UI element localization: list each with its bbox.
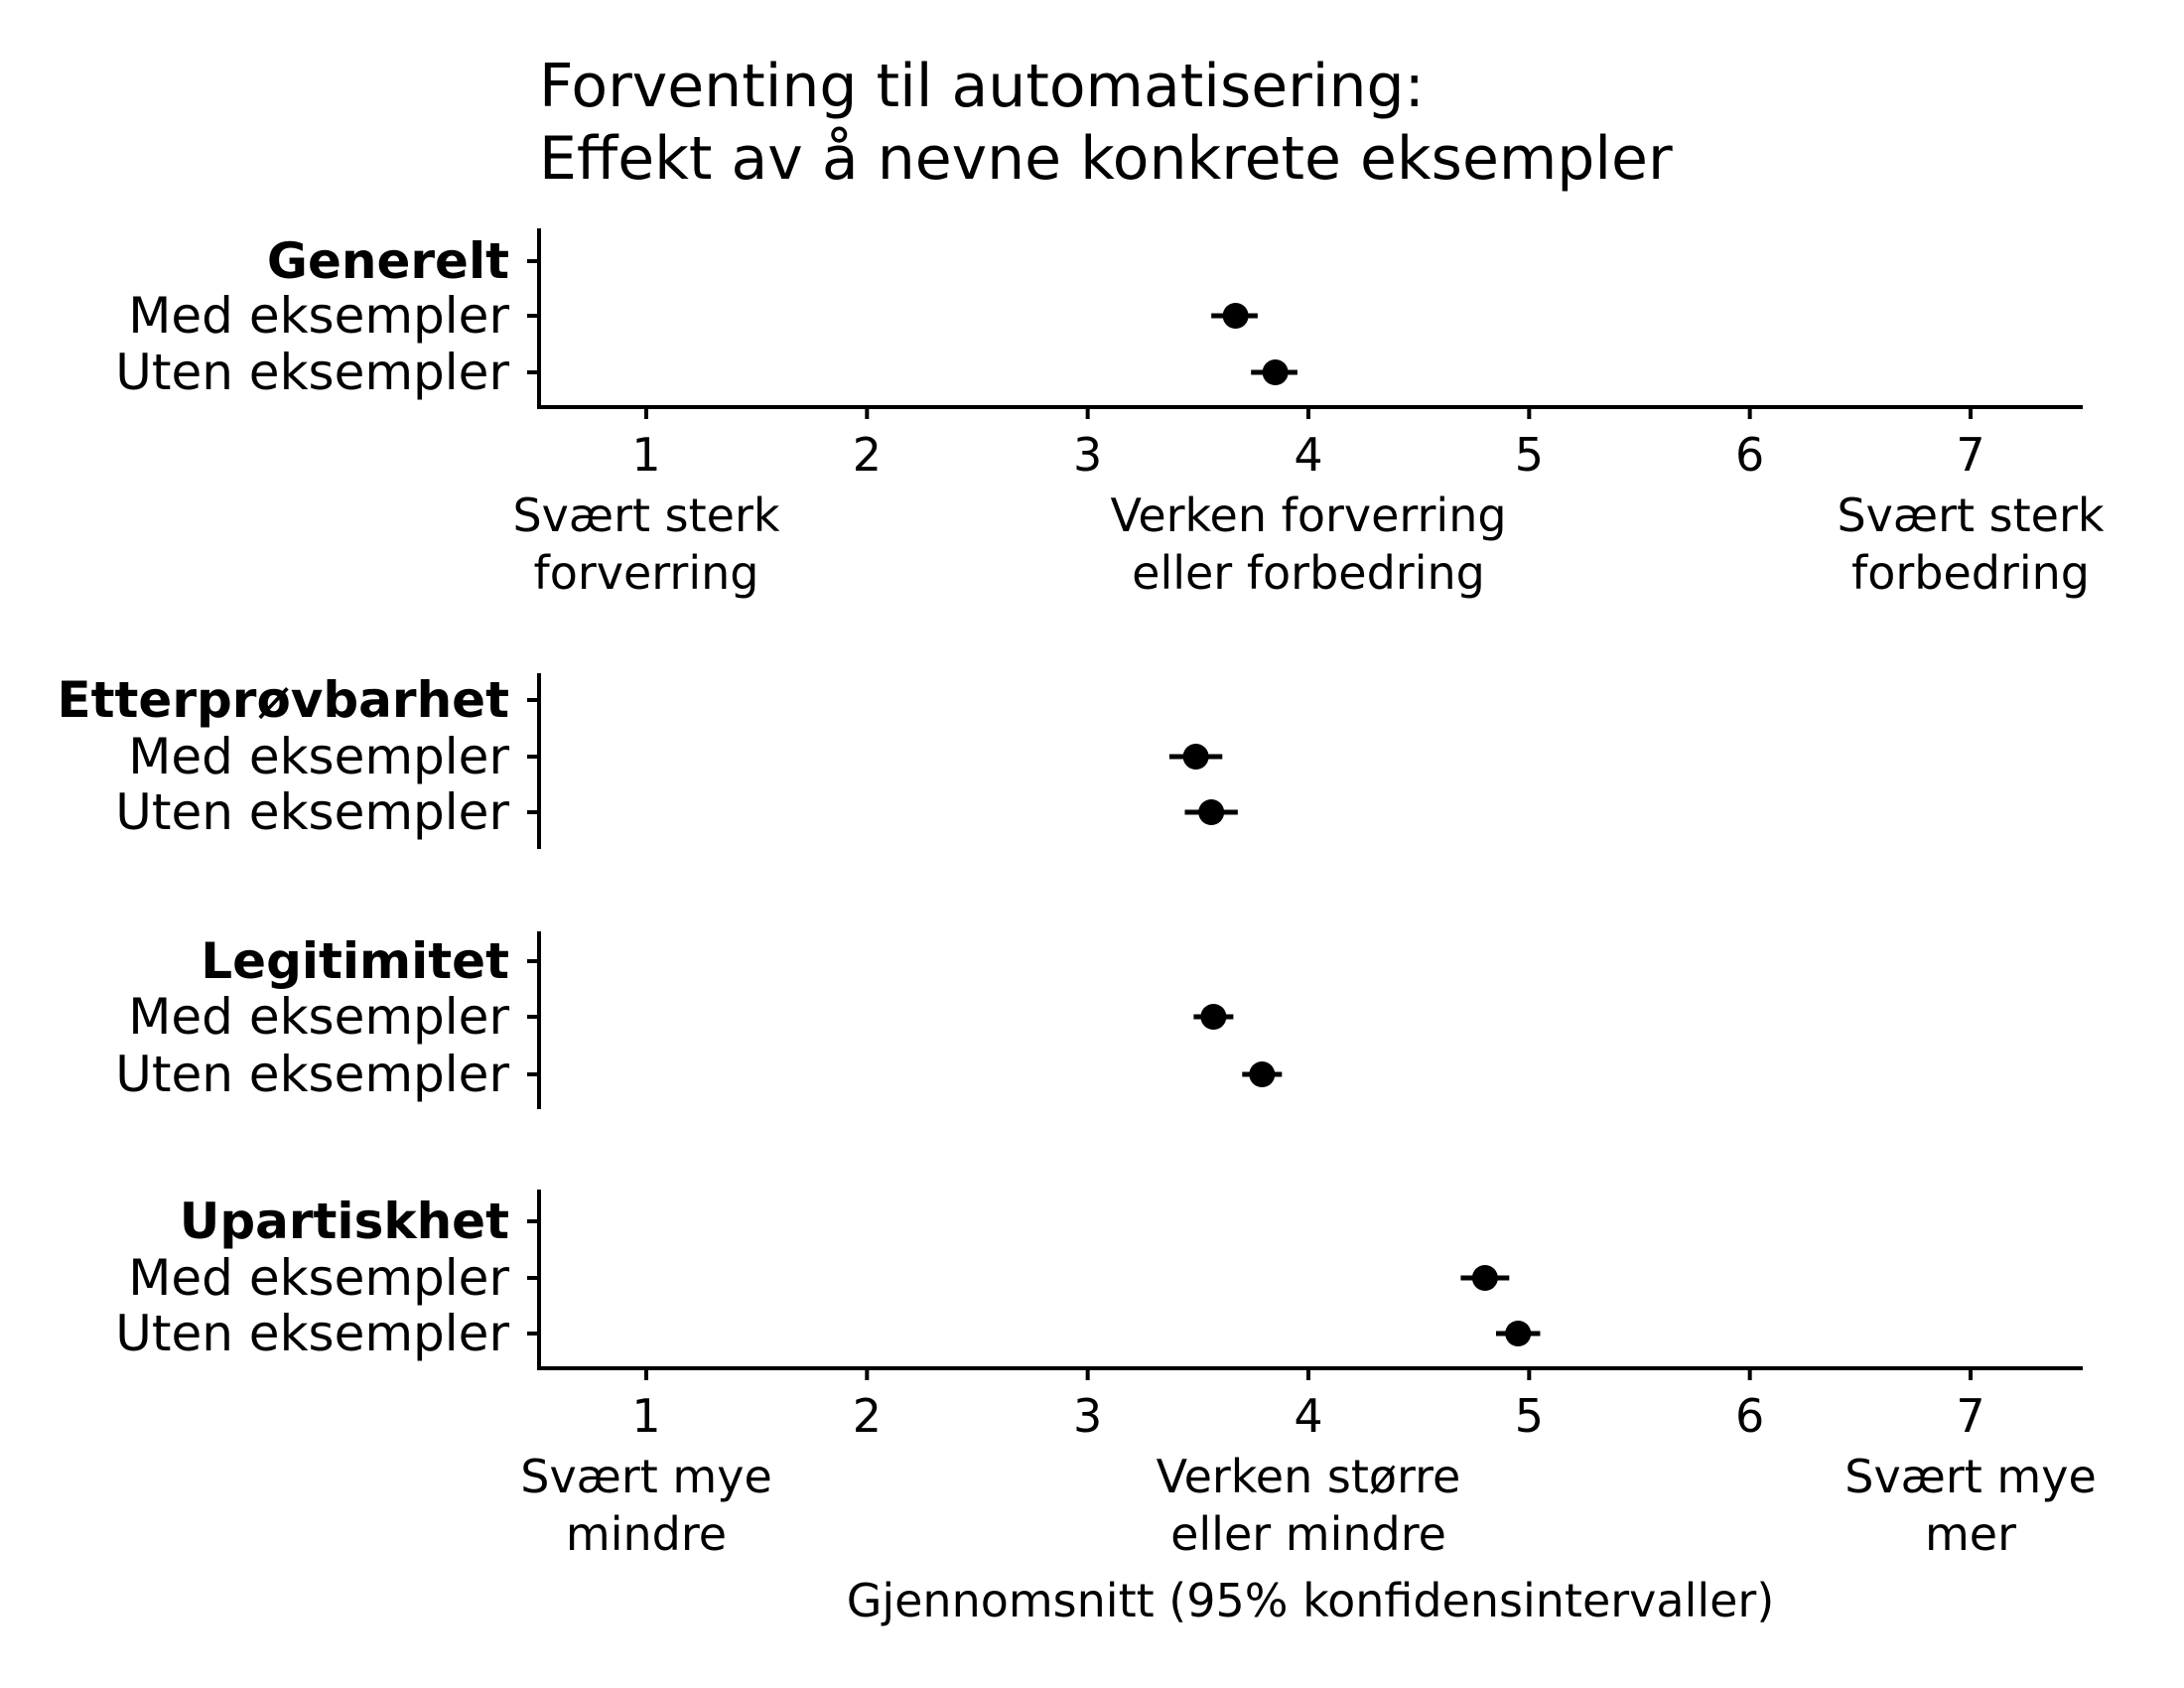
y-tick-label: Med eksempler <box>128 988 509 1046</box>
x-anchor-label: mindre <box>566 1507 727 1561</box>
x-anchor-label: eller mindre <box>1170 1507 1446 1561</box>
x-tick-label: 1 <box>631 428 660 482</box>
y-tick-label: Uten eksempler <box>115 1305 509 1362</box>
x-anchor-label: eller forbedring <box>1132 546 1485 600</box>
mean-point <box>1222 303 1249 329</box>
x-tick-label: 3 <box>1073 1389 1102 1443</box>
mean-point <box>1471 1265 1498 1291</box>
x-tick-label: 5 <box>1515 1389 1544 1443</box>
x-tick-label: 7 <box>1956 428 1984 482</box>
panel-heading: Etterprøvbarhet <box>57 671 509 729</box>
chart-title-line-2: Effekt av å nevne konkrete eksempler <box>539 124 1673 194</box>
chart-title-line-1: Forventing til automatisering: <box>539 52 1425 121</box>
x-anchor-label: Svært mye <box>1844 1450 2097 1503</box>
x-tick-label: 7 <box>1956 1389 1984 1443</box>
x-tick-label: 2 <box>853 428 882 482</box>
y-tick-label: Uten eksempler <box>115 344 509 401</box>
x-anchor-label: Verken forverring <box>1110 489 1506 542</box>
mean-point <box>1182 744 1209 770</box>
panel-heading: Generelt <box>267 232 509 290</box>
x-anchor-label: Svært sterk <box>512 489 779 542</box>
x-anchor-label: forbedring <box>1851 546 2090 600</box>
y-tick-label: Med eksempler <box>128 287 509 345</box>
x-tick-label: 1 <box>631 1389 660 1443</box>
x-anchor-label: Svært mye <box>520 1450 772 1503</box>
x-axis-title: Gjennomsnitt (95% konfidensintervaller) <box>847 1574 1775 1627</box>
mean-point <box>1505 1321 1532 1346</box>
x-anchor-label: Verken større <box>1157 1450 1461 1503</box>
x-tick-label: 4 <box>1294 1389 1322 1443</box>
x-tick-label: 4 <box>1294 428 1322 482</box>
x-tick-label: 6 <box>1735 1389 1764 1443</box>
x-tick-label: 2 <box>853 1389 882 1443</box>
panel-heading: Legitimitet <box>201 932 509 990</box>
y-tick-label: Uten eksempler <box>115 1046 509 1103</box>
mean-point <box>1198 799 1225 825</box>
mean-point <box>1249 1061 1276 1087</box>
x-tick-label: 3 <box>1073 428 1102 482</box>
panel-heading: Upartiskhet <box>180 1193 509 1250</box>
y-tick-label: Med eksempler <box>128 1249 509 1307</box>
y-tick-label: Uten eksempler <box>115 783 509 841</box>
mean-point <box>1262 359 1289 385</box>
x-anchor-label: forverring <box>534 546 759 600</box>
x-tick-label: 6 <box>1735 428 1764 482</box>
x-anchor-label: mer <box>1925 1507 2016 1561</box>
x-anchor-label: Svært sterk <box>1837 489 2104 542</box>
mean-point <box>1200 1004 1227 1030</box>
y-tick-label: Med eksempler <box>128 728 509 785</box>
x-tick-label: 5 <box>1515 428 1544 482</box>
